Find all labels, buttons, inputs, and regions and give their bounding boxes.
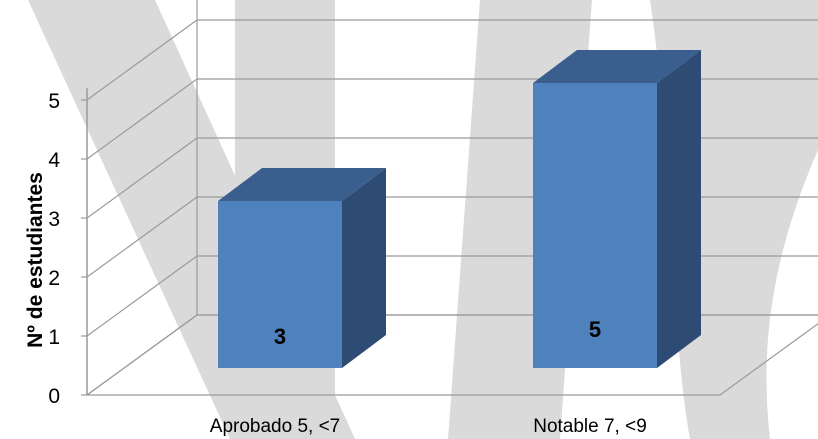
bar-top	[218, 168, 386, 201]
bar-top	[533, 50, 701, 83]
y-tick-label: 3	[48, 208, 60, 231]
bar: 3	[218, 168, 386, 368]
data-label: 3	[274, 324, 286, 349]
bar-front	[218, 201, 342, 368]
gridline-side	[86, 255, 198, 337]
y-tick-label: 5	[48, 90, 60, 113]
data-label: 5	[589, 317, 601, 342]
bar-front	[533, 83, 657, 368]
y-tick-label: 4	[48, 149, 60, 172]
y-tick-label: 1	[48, 326, 60, 349]
gridline-side	[86, 314, 198, 396]
gridline-side	[86, 137, 198, 219]
y-tick-label: 2	[48, 267, 60, 290]
bar-side	[342, 168, 386, 368]
gridline-side	[86, 19, 198, 101]
gridline-side	[86, 196, 198, 278]
x-category-label: Aprobado 5, <7	[210, 416, 340, 437]
gridline-side	[86, 78, 198, 160]
bar-side	[657, 50, 701, 368]
x-axis-categories: Aprobado 5, <7 Notable 7, <9	[210, 416, 647, 437]
y-tick-label: 0	[48, 385, 60, 408]
bar: 5	[533, 50, 701, 368]
y-axis-ticks: 0 1 2 3 4 5	[48, 90, 87, 408]
y-axis-title: Nº de estudiantes	[24, 172, 47, 348]
x-category-label: Notable 7, <9	[533, 416, 647, 437]
